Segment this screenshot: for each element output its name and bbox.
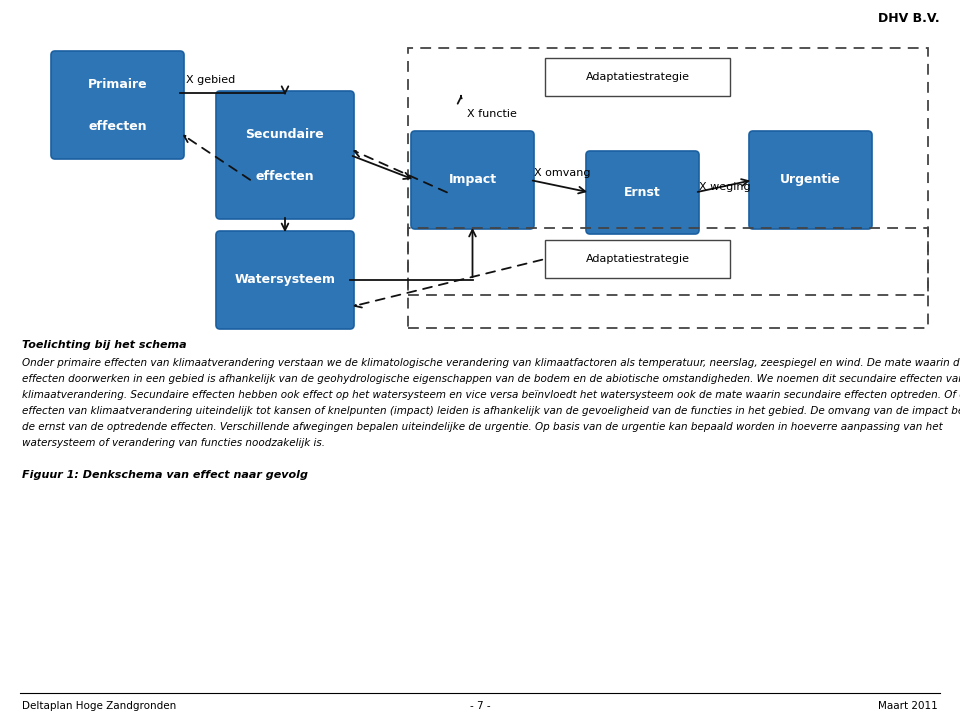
Text: Adaptatiestrategie: Adaptatiestrategie xyxy=(586,254,689,264)
FancyBboxPatch shape xyxy=(411,131,534,229)
Bar xyxy=(545,240,730,278)
Text: Primaire

effecten: Primaire effecten xyxy=(87,78,147,133)
Text: X functie: X functie xyxy=(467,109,516,119)
Text: X omvang: X omvang xyxy=(534,168,590,178)
FancyBboxPatch shape xyxy=(749,131,872,229)
Text: watersysteem of verandering van functies noodzakelijk is.: watersysteem of verandering van functies… xyxy=(22,438,325,448)
Text: Urgentie: Urgentie xyxy=(780,173,841,187)
Text: DHV B.V.: DHV B.V. xyxy=(878,12,940,25)
Text: X gebied: X gebied xyxy=(186,75,235,85)
Text: Toelichting bij het schema: Toelichting bij het schema xyxy=(22,340,186,350)
Text: X weging: X weging xyxy=(699,182,751,192)
Text: Watersysteem: Watersysteem xyxy=(234,274,335,287)
Text: Adaptatiestrategie: Adaptatiestrategie xyxy=(586,72,689,82)
Text: Onder primaire effecten van klimaatverandering verstaan we de klimatologische ve: Onder primaire effecten van klimaatveran… xyxy=(22,358,960,368)
Text: Figuur 1: Denkschema van effect naar gevolg: Figuur 1: Denkschema van effect naar gev… xyxy=(22,470,308,480)
Text: Secundaire

effecten: Secundaire effecten xyxy=(246,128,324,183)
FancyBboxPatch shape xyxy=(216,91,354,219)
Bar xyxy=(545,58,730,96)
Text: Maart 2011: Maart 2011 xyxy=(878,701,938,711)
FancyBboxPatch shape xyxy=(216,231,354,329)
Text: klimaatverandering. Secundaire effecten hebben ook effect op het watersysteem en: klimaatverandering. Secundaire effecten … xyxy=(22,390,960,400)
FancyBboxPatch shape xyxy=(586,151,699,234)
Text: Impact: Impact xyxy=(448,173,496,187)
Bar xyxy=(408,228,928,328)
Text: Ernst: Ernst xyxy=(624,186,660,199)
FancyBboxPatch shape xyxy=(51,51,184,159)
Text: de ernst van de optredende effecten. Verschillende afwegingen bepalen uiteindeli: de ernst van de optredende effecten. Ver… xyxy=(22,422,943,432)
Text: - 7 -: - 7 - xyxy=(469,701,491,711)
Text: effecten doorwerken in een gebied is afhankelijk van de geohydrologische eigensc: effecten doorwerken in een gebied is afh… xyxy=(22,374,960,384)
Bar xyxy=(408,48,928,295)
Text: effecten van klimaatverandering uiteindelijk tot kansen of knelpunten (impact) l: effecten van klimaatverandering uiteinde… xyxy=(22,406,960,416)
Text: Deltaplan Hoge Zandgronden: Deltaplan Hoge Zandgronden xyxy=(22,701,177,711)
